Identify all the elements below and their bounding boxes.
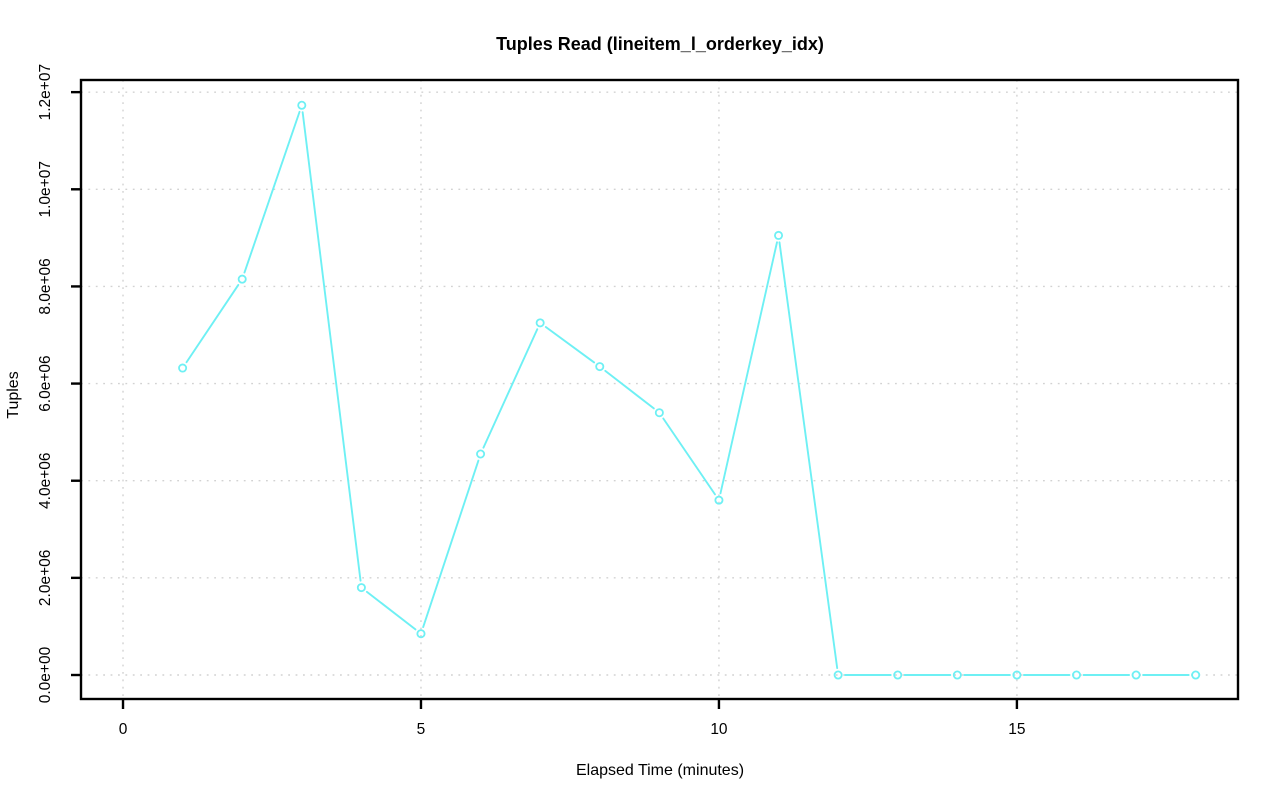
data-series <box>178 100 1201 680</box>
series-line-segment <box>544 326 596 364</box>
y-tick-label: 1.0e+07 <box>37 161 54 217</box>
data-point <box>952 670 962 680</box>
data-point <box>1072 670 1082 680</box>
y-tick-label: 4.0e+06 <box>37 452 54 508</box>
y-tick-label: 1.2e+07 <box>37 64 54 120</box>
data-point <box>774 230 784 240</box>
series-line-segment <box>778 241 839 670</box>
chart-title: Tuples Read (lineitem_l_orderkey_idx) <box>496 34 824 54</box>
tick-labels: 0 5 10 15 0.0e+00 2.0e+06 4.0e+06 6.0e+06 8.0e+0… <box>37 64 1026 738</box>
x-axis-label: Elapsed Time (minutes) <box>576 762 744 779</box>
series-line-segment <box>604 369 655 410</box>
y-tick-label: 8.0e+06 <box>37 258 54 314</box>
data-point <box>893 670 903 680</box>
series-line-segment <box>243 110 301 274</box>
y-tick-label: 0.0e+00 <box>37 646 54 703</box>
data-point <box>654 408 664 418</box>
data-point <box>297 100 307 110</box>
data-point <box>1131 670 1141 680</box>
series-line-segment <box>719 241 778 495</box>
data-point <box>1012 670 1022 680</box>
series-line-segment <box>301 111 362 582</box>
data-point <box>595 362 605 372</box>
y-axis-label: Tuples <box>5 371 22 418</box>
series-line-segment <box>662 417 716 496</box>
data-point <box>1191 670 1201 680</box>
x-tick-label: 0 <box>119 721 128 738</box>
x-tick-label: 5 <box>417 721 426 738</box>
data-point <box>237 274 247 284</box>
series-line-segment <box>482 328 539 449</box>
data-point <box>356 583 366 593</box>
axes <box>71 78 1240 709</box>
series-line-segment <box>422 459 480 629</box>
data-point <box>535 318 545 328</box>
data-point <box>178 363 188 373</box>
x-tick-label: 15 <box>1008 721 1025 738</box>
y-tick-label: 2.0e+06 <box>37 550 54 606</box>
gridlines <box>81 80 1238 699</box>
data-point <box>833 670 843 680</box>
series-line-segment <box>365 590 417 631</box>
y-tick-label: 6.0e+06 <box>37 355 54 411</box>
data-point <box>476 449 486 459</box>
x-tick-label: 10 <box>710 721 728 738</box>
data-point <box>714 495 724 505</box>
data-point <box>416 629 426 639</box>
series-line-segment <box>185 284 240 364</box>
plot-box <box>79 78 1240 701</box>
